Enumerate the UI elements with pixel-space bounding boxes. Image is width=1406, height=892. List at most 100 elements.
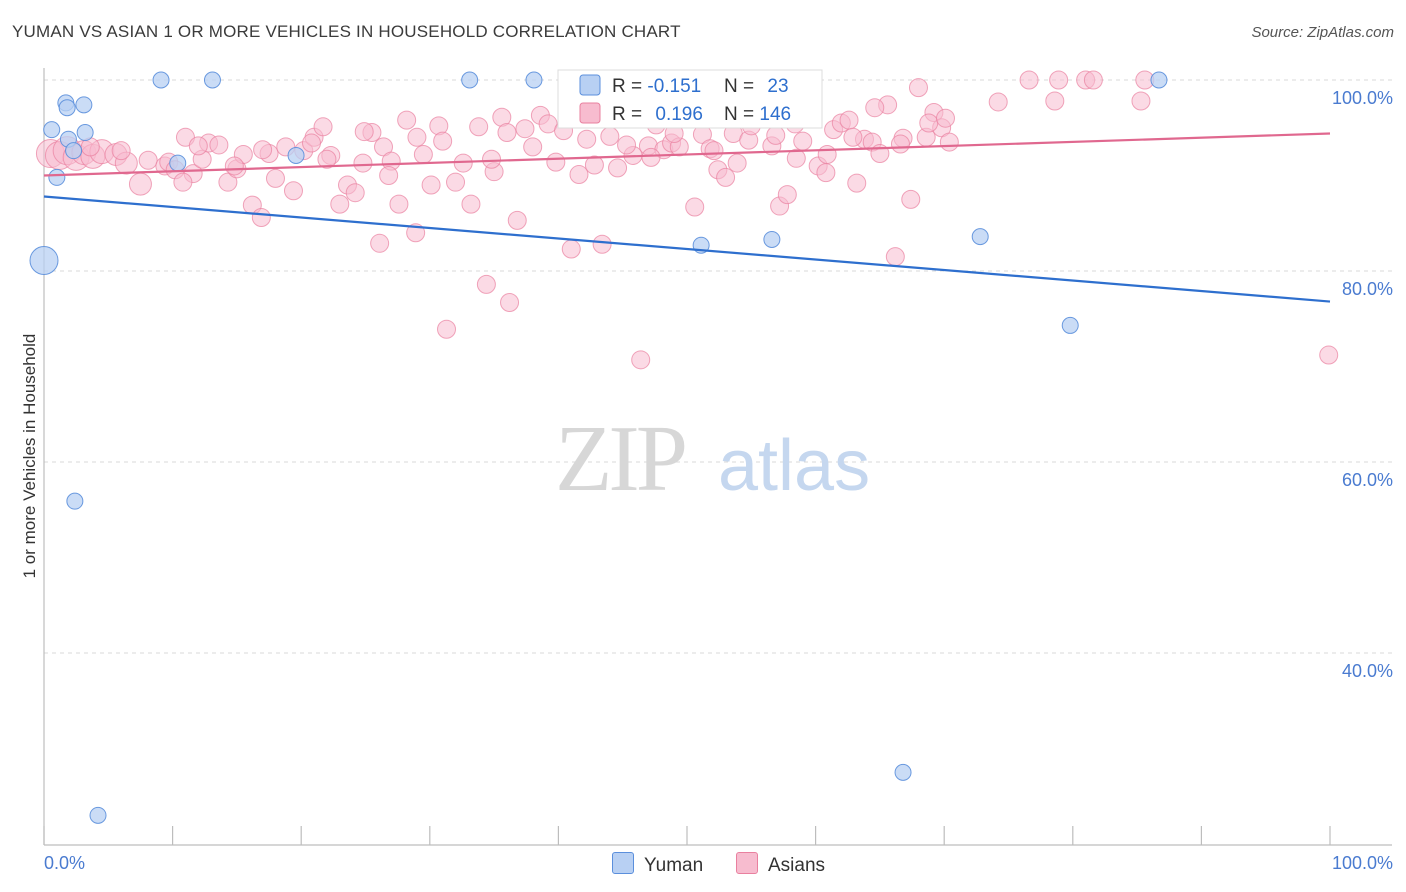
stats-legend: R = -0.151 N = 23 R = 0.196 N = 146	[557, 69, 823, 129]
legend-swatch-yuman	[579, 74, 601, 96]
y-tick-labels: 40.0% 60.0% 80.0% 100.0%	[1332, 88, 1393, 681]
legend-swatch-asians-bottom	[736, 852, 758, 874]
legend-r-value-2: 0.196	[655, 104, 703, 125]
legend-item-yuman[interactable]: Yuman	[612, 852, 703, 877]
asian-point	[446, 172, 466, 192]
yuman-point	[66, 492, 84, 510]
asian-point	[407, 127, 427, 147]
asian-point	[901, 189, 921, 209]
asian-point	[433, 131, 453, 151]
legend-item-asians[interactable]: Asians	[736, 852, 825, 877]
legend-swatch-asian	[579, 102, 601, 124]
asian-point	[301, 133, 321, 153]
asian-point	[209, 135, 229, 155]
asian-point	[569, 165, 589, 185]
asian-point	[138, 150, 158, 170]
asian-point	[437, 319, 457, 339]
asian-point	[224, 156, 244, 176]
asian-point	[1045, 91, 1065, 111]
asian-point	[885, 247, 905, 267]
asian-point	[1319, 345, 1339, 365]
asian-point	[389, 194, 409, 214]
yuman-point	[525, 71, 543, 89]
asian-point	[843, 127, 863, 147]
asian-point	[561, 239, 581, 259]
yuman-point	[287, 146, 305, 164]
asian-point	[1049, 70, 1069, 90]
legend-n-value-2: 146	[759, 104, 791, 125]
asian-point	[793, 131, 813, 151]
legend-n-label-2: N =	[724, 104, 759, 125]
asian-point	[919, 113, 939, 133]
asian-point	[251, 208, 271, 228]
source-label: Source: ZipAtlas.com	[1251, 24, 1394, 41]
yuman-point	[76, 124, 94, 142]
asian-trend-line	[43, 132, 1331, 177]
asian-point	[421, 175, 441, 195]
asian-point	[128, 172, 152, 196]
watermark-zip: ZIP	[555, 407, 685, 511]
asian-point	[188, 136, 208, 156]
watermark-atlas: atlas	[718, 426, 870, 506]
yuman-point	[29, 245, 59, 275]
asian-point	[641, 147, 661, 167]
asian-point	[253, 140, 273, 160]
yuman-point	[1061, 316, 1079, 334]
legend-n-label-1: N =	[724, 76, 759, 97]
yuman-point	[48, 168, 66, 186]
asian-point	[353, 153, 373, 173]
x-tick-label-1: 100.0%	[1332, 853, 1393, 873]
asian-point	[908, 78, 928, 98]
asian-point	[727, 153, 747, 173]
asian-point	[283, 181, 303, 201]
asian-point	[265, 168, 285, 188]
asian-point	[173, 172, 193, 192]
trend-lines	[43, 132, 1331, 303]
asian-point	[354, 122, 374, 142]
asian-point	[939, 132, 959, 152]
asian-point	[766, 125, 786, 145]
asian-point	[413, 144, 433, 164]
asian-point	[476, 274, 496, 294]
asian-point	[988, 92, 1008, 112]
legend-label-yuman: Yuman	[644, 855, 704, 876]
asian-point	[890, 134, 910, 154]
asian-point	[469, 117, 489, 137]
yuman-point	[58, 99, 76, 117]
legend-swatch-yuman-bottom	[612, 852, 634, 874]
x-tick-label-0: 0.0%	[44, 853, 85, 873]
legend-r-value-1: -0.151	[647, 76, 701, 97]
asian-point	[218, 172, 238, 192]
yuman-point	[89, 806, 107, 824]
asian-point	[716, 167, 736, 187]
asian-point	[482, 149, 502, 169]
asian-point	[704, 141, 724, 161]
yuman-point	[763, 230, 781, 248]
asian-point	[497, 123, 517, 143]
asian-point	[523, 137, 543, 157]
asian-point	[546, 152, 566, 172]
svg-text:N = 146: N = 146	[724, 104, 791, 125]
asian-point	[1083, 70, 1103, 90]
yuman-point	[75, 96, 93, 114]
yuman-point	[169, 154, 187, 172]
yuman-point	[894, 763, 912, 781]
asian-point	[461, 194, 481, 214]
y-tick-label-2: 80.0%	[1342, 279, 1393, 299]
asian-point	[397, 110, 417, 130]
asian-point	[370, 233, 390, 253]
y-axis-label: 1 or more Vehicles in Household	[20, 334, 39, 579]
asian-point	[847, 173, 867, 193]
asian-point	[600, 126, 620, 146]
asian-point	[685, 197, 705, 217]
asian-point	[816, 163, 836, 183]
yuman-point	[971, 228, 989, 246]
yuman-point	[203, 71, 221, 89]
asian-point	[379, 166, 399, 185]
svg-text:N = 23: N = 23	[724, 76, 789, 97]
asian-point	[507, 210, 527, 230]
asian-point	[865, 98, 885, 118]
yuman-point	[152, 71, 170, 89]
asian-point	[317, 149, 337, 169]
asian-points	[35, 70, 1339, 370]
